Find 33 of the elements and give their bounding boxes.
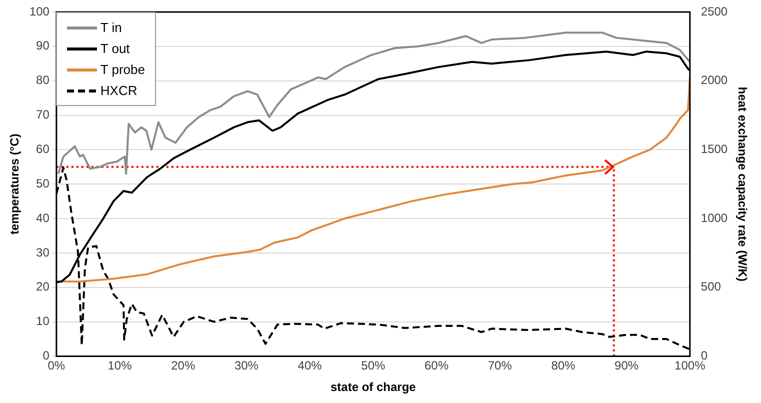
x-tick-label: 80%: [551, 358, 576, 373]
y-tick-label: 0: [42, 348, 50, 363]
x-tick-label: 40%: [298, 358, 322, 373]
y2-tick-label: 2000: [700, 73, 728, 88]
legend-label: HXCR: [100, 83, 138, 98]
y2-tick-label: 500: [700, 280, 722, 294]
x-tick-label: 70%: [488, 358, 512, 373]
x-tick-label: 0%: [48, 358, 66, 373]
x-tick-label: 20%: [171, 358, 196, 373]
y-tick-label: 50: [36, 176, 50, 190]
y-tick-label: 70: [36, 108, 50, 122]
legend-label: T out: [100, 41, 130, 56]
x-tick-label: 60%: [424, 358, 449, 373]
y-tick-label: 60: [36, 142, 50, 156]
x-tick-label: 30%: [234, 358, 259, 373]
x-tick-label: 90%: [614, 358, 639, 373]
y2-tick-label: 1000: [700, 210, 728, 225]
y2-axis-title: heat exchange capacity rate (W/K): [735, 86, 750, 282]
y-tick-label: 80: [36, 73, 50, 88]
y-tick-label: 90: [36, 38, 50, 53]
x-tick-label: 10%: [108, 358, 132, 373]
y-tick-label: 40: [36, 210, 50, 225]
y-tick-label: 100: [29, 4, 50, 18]
legend-label: T probe: [100, 62, 145, 77]
legend-label: T in: [100, 20, 122, 35]
x-axis-title: state of charge: [330, 380, 416, 394]
y-tick-label: 20: [36, 280, 50, 294]
y2-tick-label: 1500: [700, 142, 728, 156]
y2-tick-label: 2500: [700, 4, 728, 18]
x-tick-label: 50%: [361, 358, 386, 373]
y-tick-label: 30: [36, 245, 50, 260]
y-axis-title: temperatures (°C): [8, 134, 22, 235]
y-tick-label: 10: [36, 314, 50, 328]
